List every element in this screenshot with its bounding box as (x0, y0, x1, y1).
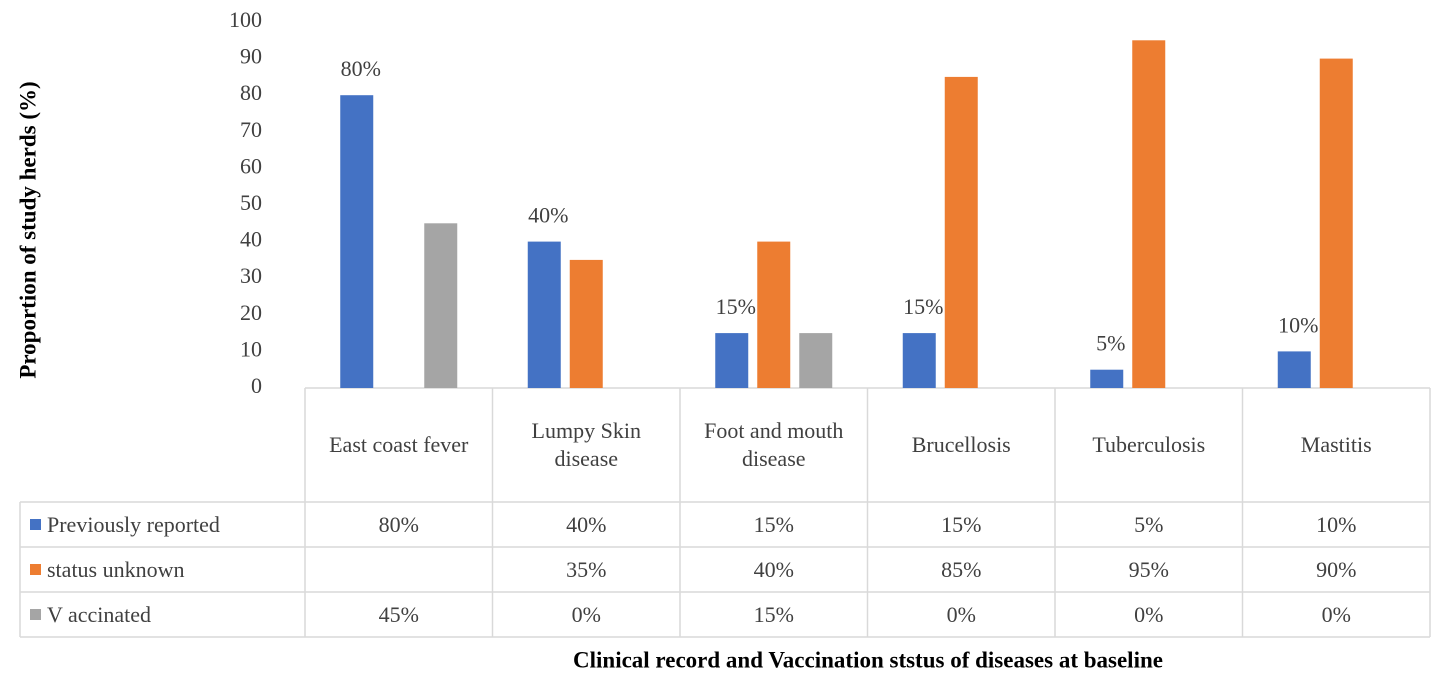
bar (944, 76, 978, 389)
table-cell-text: 90% (1316, 556, 1357, 582)
y-tick-label: 100 (229, 7, 262, 32)
table-cell: 85% (868, 547, 1056, 592)
data-label: 5% (1096, 331, 1125, 356)
bar (1132, 40, 1166, 389)
y-tick-label: 60 (240, 153, 262, 178)
table-cell-text: 0% (1321, 601, 1351, 627)
category-label: Foot and mouth disease (680, 388, 868, 502)
table-cell-text: 0% (946, 601, 976, 627)
table-cell-text: 80% (378, 511, 419, 537)
table-cell: 15% (680, 592, 868, 637)
table-cell: 80% (305, 502, 493, 547)
y-tick-label: 40 (240, 227, 262, 252)
y-tick-label: 50 (240, 190, 262, 215)
table-cell-text: 15% (753, 601, 794, 627)
bar (1090, 369, 1124, 388)
bar (340, 95, 374, 388)
bar (569, 259, 603, 388)
table-cell: 15% (680, 502, 868, 547)
table-cell: 40% (493, 502, 681, 547)
table-cell-text: 40% (566, 511, 607, 537)
data-label: 15% (903, 294, 943, 319)
category-label: Lumpy Skin disease (493, 388, 681, 502)
y-tick-label: 10 (240, 336, 262, 361)
legend-entry: Previously reported (20, 502, 305, 547)
category-label-text: Tuberculosis (1092, 432, 1206, 457)
table-cell: 45% (305, 592, 493, 637)
bar (799, 333, 833, 388)
data-label: 80% (341, 56, 381, 81)
table-cell: 0% (1055, 592, 1243, 637)
data-label: 40% (528, 203, 568, 228)
bar (1277, 351, 1311, 388)
legend-key (30, 519, 41, 530)
table-cell (305, 547, 493, 592)
bar (1319, 58, 1353, 388)
table-cell: 40% (680, 547, 868, 592)
table-cell-text: 0% (571, 601, 601, 627)
table-cell: 95% (1055, 547, 1243, 592)
table-cell-text: 40% (753, 556, 794, 582)
category-label: Mastitis (1243, 388, 1431, 502)
table-cell-text: 45% (378, 601, 419, 627)
legend-label: V accinated (47, 601, 152, 627)
data-label: 15% (716, 294, 756, 319)
table-cell-text: 85% (941, 556, 982, 582)
bar (902, 333, 936, 388)
bar (424, 223, 458, 388)
table-cell: 15% (868, 502, 1056, 547)
table-cell-text: 15% (941, 511, 982, 537)
category-label-text: Mastitis (1300, 432, 1372, 457)
table-cell-text: 0% (1134, 601, 1164, 627)
bar (527, 241, 561, 388)
legend-entry: V accinated (20, 592, 305, 637)
category-label: East coast fever (305, 388, 493, 502)
table-cell: 0% (1243, 592, 1431, 637)
category-label-text: Foot and mouth disease (704, 418, 844, 471)
y-tick-label: 70 (240, 117, 262, 142)
y-tick-label: 0 (251, 373, 262, 398)
table-cell: 10% (1243, 502, 1431, 547)
category-label: Brucellosis (868, 388, 1056, 502)
legend-label: status unknown (47, 556, 185, 582)
y-tick-label: 80 (240, 80, 262, 105)
legend-key (30, 609, 41, 620)
x-axis-title: Clinical record and Vaccination ststus o… (573, 647, 1163, 672)
y-tick-label: 30 (240, 263, 262, 288)
legend-entry: status unknown (20, 547, 305, 592)
table-cell-text: 15% (753, 511, 794, 537)
bar (715, 333, 749, 388)
bar (757, 241, 791, 388)
y-axis-title: Proportion of study herds (%) (15, 81, 40, 378)
y-tick-label: 90 (240, 44, 262, 69)
table-cell-text: 10% (1316, 511, 1357, 537)
category-label: Tuberculosis (1055, 388, 1243, 502)
table-cell-text: 5% (1134, 511, 1164, 537)
table-cell: 5% (1055, 502, 1243, 547)
legend-key (30, 564, 41, 575)
table-cell-text: 35% (566, 556, 607, 582)
legend-label: Previously reported (47, 511, 220, 537)
table-cell: 0% (868, 592, 1056, 637)
category-label-text: Lumpy Skin disease (531, 418, 641, 471)
category-label-text: East coast fever (329, 432, 469, 457)
data-label: 10% (1278, 312, 1318, 337)
table-cell-text: 95% (1128, 556, 1169, 582)
table-cell: 35% (493, 547, 681, 592)
table-cell: 90% (1243, 547, 1431, 592)
category-label-text: Brucellosis (911, 432, 1011, 457)
y-tick-label: 20 (240, 300, 262, 325)
table-cell: 0% (493, 592, 681, 637)
